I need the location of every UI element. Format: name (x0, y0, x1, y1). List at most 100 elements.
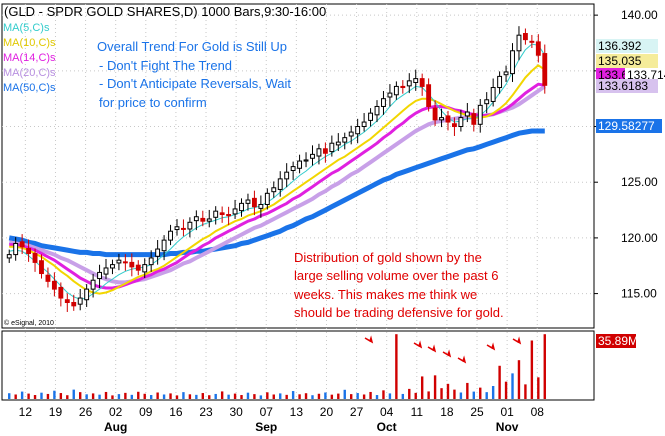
dist-line-1: Distribution of gold shown by the (294, 250, 482, 265)
legend-ma50: MA(50,C)s (3, 82, 56, 94)
date-tick-label: 19 (49, 405, 63, 419)
volume-bar (117, 394, 121, 399)
volume-bar (111, 395, 114, 399)
ma14-line (9, 82, 546, 290)
volume-bar (124, 392, 127, 399)
candle-body (277, 178, 283, 190)
candle-body (471, 113, 477, 125)
candle-body (329, 142, 335, 153)
price-tick-label: 120.00 (621, 231, 658, 245)
candle-body (84, 288, 90, 301)
volume-bar (259, 395, 263, 399)
volume-bar (420, 376, 424, 399)
month-label: Oct (377, 420, 397, 434)
volume-bar (253, 394, 256, 399)
volume-bar (27, 393, 30, 399)
candle-body (181, 227, 186, 230)
price-badge-text: 129.58277 (598, 119, 655, 133)
volume-bar (408, 388, 411, 399)
legend-ma10: MA(10,C)s (3, 37, 56, 49)
volume-bar (530, 340, 534, 399)
volume-bar (130, 394, 134, 399)
candle-body (387, 92, 393, 98)
candle-body (213, 210, 219, 218)
volume-bar (98, 394, 101, 399)
copyright: © eSignal, 2010 (4, 319, 54, 327)
candle-body (522, 33, 528, 41)
volume-bar (466, 382, 469, 399)
volume-bar (524, 384, 527, 399)
candlesticks (6, 26, 548, 312)
volume-bar (66, 395, 69, 399)
grid-lines (2, 4, 594, 400)
date-tick-label: 02 (109, 405, 123, 419)
legend: MA(5,C)s MA(10,C)s MA(14,C)s MA(20,C)s M… (3, 22, 56, 94)
volume-bar (298, 394, 301, 399)
price-badge (596, 68, 632, 82)
price-badge (596, 54, 658, 68)
volume-bar (343, 389, 346, 399)
candle-body (174, 226, 180, 231)
volume-bar (33, 395, 37, 399)
candle-body (45, 274, 51, 282)
price-badge (596, 79, 658, 93)
volume-bar (375, 395, 379, 399)
volume-bar (472, 391, 475, 399)
volume-bar (401, 393, 405, 399)
candle-body (116, 259, 122, 264)
month-label: Nov (496, 420, 519, 434)
volume-bar (220, 391, 224, 399)
volume-bar (79, 392, 82, 399)
candle-body (232, 208, 238, 215)
date-tick-label: 12 (19, 405, 33, 419)
volume-bar (291, 391, 295, 399)
volume-bar (459, 392, 463, 399)
date-tick-label: 07 (260, 405, 274, 419)
volume-bar (446, 383, 450, 399)
candle-body (135, 264, 141, 271)
volume-bar (8, 393, 11, 399)
volume-arrow (442, 349, 452, 358)
price-badges: 136.392135.035133.69133.714133.6183129.5… (596, 39, 665, 348)
price-tick-label: 140.00 (621, 8, 658, 22)
candle-body (97, 271, 102, 280)
volume-bar (440, 388, 443, 399)
candle-body (484, 99, 490, 105)
candle-body (71, 301, 77, 307)
candle-body (400, 85, 406, 89)
trend-title: Overall Trend For Gold is Still Up (97, 39, 287, 54)
candle-body (542, 53, 548, 86)
volume-bar (175, 395, 179, 399)
volume-bar (272, 394, 275, 399)
ma50-line (8, 128, 545, 258)
candle-body (374, 105, 380, 116)
volume-bar (362, 394, 366, 399)
price-badge-text: 135.035 (598, 54, 642, 68)
volume-bar (227, 394, 230, 399)
candle-body (419, 78, 425, 87)
volume-arrows (364, 335, 522, 364)
volume-bar (59, 393, 63, 399)
trend-annotation: Overall Trend For Gold is Still Up - Don… (97, 39, 291, 110)
candle-body (142, 264, 148, 273)
date-tick-label: 18 (440, 405, 454, 419)
candle-body (297, 160, 303, 169)
volume-bar (104, 391, 108, 399)
price-badge-text: 133.714 (627, 68, 665, 82)
price-badge-text: 133.6183 (598, 79, 648, 93)
volume-badge (596, 334, 636, 348)
ma10-line (9, 64, 546, 295)
candle-body (6, 254, 12, 259)
volume-bar (91, 393, 95, 399)
candle-body (226, 214, 232, 217)
candle-body (335, 141, 341, 146)
candle-body (452, 123, 457, 128)
volume-bar (188, 394, 192, 399)
volume-bar (388, 393, 392, 399)
volume-bar (233, 393, 237, 399)
volume-bar (40, 392, 43, 399)
volume-pane (1, 330, 595, 401)
chart-title: (GLD - SPDR GOLD SHARES,D) 1000 Bars,9:3… (4, 4, 326, 19)
volume-bar (195, 394, 198, 399)
